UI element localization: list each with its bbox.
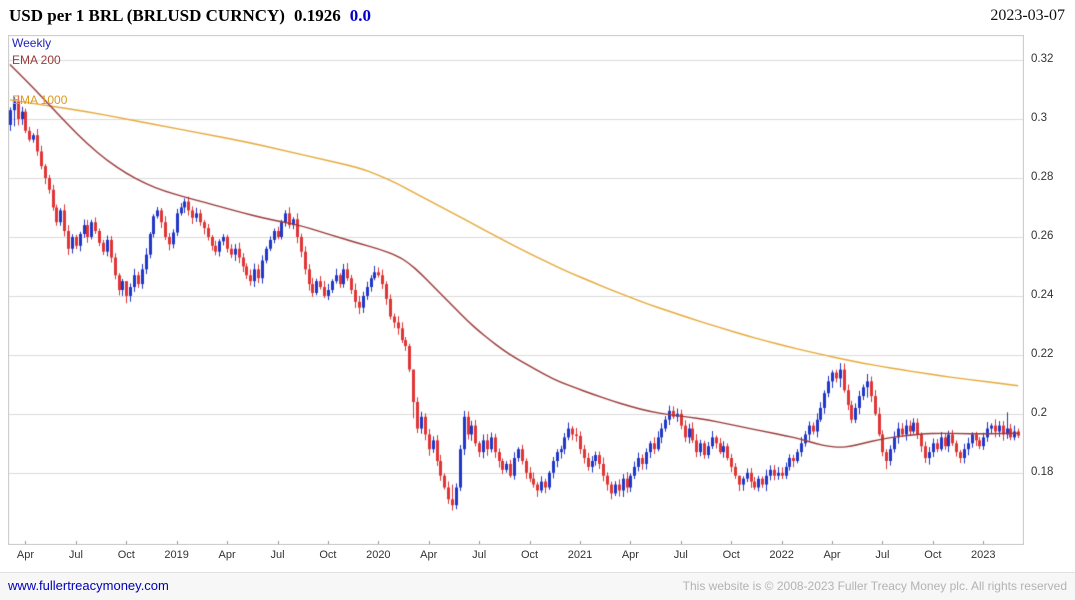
y-axis-tick-label: 0.3	[1031, 112, 1047, 125]
x-axis-tick-label: Oct	[924, 549, 942, 561]
x-axis-tick-label: Apr	[621, 549, 639, 561]
frequency-label: Weekly	[12, 36, 52, 50]
ema-200-label: EMA 200	[12, 53, 61, 67]
x-axis-tick-label: Jul	[472, 549, 487, 561]
x-axis-tick-label: Jul	[673, 549, 688, 561]
plot-area: Weekly EMA 200 EMA 1000	[8, 35, 1024, 545]
x-axis-tick-label: Jul	[875, 549, 890, 561]
website-link[interactable]: www.fullertreacymoney.com	[8, 578, 169, 593]
x-axis-tick-label: 2021	[567, 549, 593, 561]
page-title: USD per 1 BRL (BRLUSD CURNCY)	[9, 6, 285, 25]
y-axis-tick-label: 0.22	[1031, 347, 1054, 360]
price-chart-canvas[interactable]	[8, 35, 1024, 545]
x-axis-tick-label: Oct	[117, 549, 135, 561]
x-axis-tick-label: Apr	[823, 549, 841, 561]
x-axis-tick-label: 2020	[366, 549, 391, 561]
x-axis-tick-label: Oct	[319, 549, 337, 561]
x-axis-tick-label: Apr	[420, 549, 438, 561]
x-axis-tick-label: Apr	[218, 549, 236, 561]
x-axis-tick-label: 2022	[769, 549, 794, 561]
last-price: 0.1926	[293, 6, 341, 25]
x-axis-tick-label: Jul	[270, 549, 285, 561]
chart-header: USD per 1 BRL (BRLUSD CURNCY) 0.1926 0.0…	[0, 0, 1075, 34]
y-axis-tick-label: 0.28	[1031, 170, 1054, 183]
x-axis-tick-label: Oct	[722, 549, 740, 561]
x-axis-tick-label: 2023	[971, 549, 996, 561]
y-axis-tick-label: 0.18	[1031, 465, 1054, 478]
x-axis-tick-label: Jul	[68, 549, 83, 561]
price-change: 0.0	[349, 6, 371, 25]
x-axis-tick-label: Apr	[16, 549, 34, 561]
y-axis-tick-label: 0.24	[1031, 288, 1054, 301]
y-axis-tick-label: 0.2	[1031, 406, 1047, 419]
copyright-text: This website is © 2008-2023 Fuller Treac…	[682, 579, 1067, 593]
y-axis-tick-label: 0.26	[1031, 229, 1054, 242]
x-axis-tick-label: 2019	[164, 549, 189, 561]
x-axis-tick-label: Oct	[521, 549, 539, 561]
y-axis-tick-label: 0.32	[1031, 53, 1054, 66]
page-footer: www.fullertreacymoney.com This website i…	[0, 572, 1075, 600]
chart-date: 2023-03-07	[990, 7, 1065, 24]
title-group: USD per 1 BRL (BRLUSD CURNCY) 0.1926 0.0	[9, 6, 371, 26]
ema-1000-label: EMA 1000	[12, 93, 68, 107]
